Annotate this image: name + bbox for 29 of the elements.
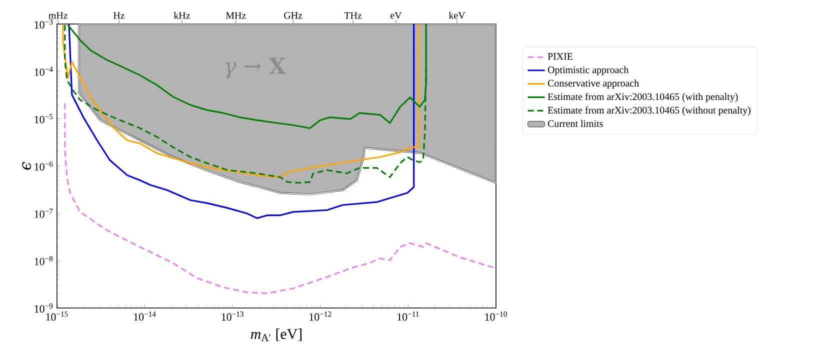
annotation: mHz xyxy=(48,12,68,19)
annotation: GHz xyxy=(284,12,302,19)
y-tick-label: 10$^{−9}$ xyxy=(34,303,53,313)
y-tick-label: 10$^{−5}$ xyxy=(34,114,53,124)
legend-label: Estimate from arXiv:2003.10465 (with penalty) xyxy=(548,92,738,102)
x-tick-label: 10$^{−14}$ xyxy=(134,312,156,321)
annotation: eV xyxy=(390,12,402,19)
legend-label: Optimistic approach xyxy=(548,66,628,76)
legend-label: Estimate from arXiv:2003.10465 (without penalty) xyxy=(548,106,750,116)
legend-label: PIXIE xyxy=(548,53,573,60)
x-tick-label: 10$^{−11}$ xyxy=(398,312,419,321)
y-tick-label: 10$^{−6}$ xyxy=(34,161,53,171)
y-tick-label: 10$^{−3}$ xyxy=(34,19,53,29)
legend-label: Conservative approach xyxy=(548,80,639,89)
x-tick-label: 10$^{−12}$ xyxy=(310,312,332,321)
y-tick-label: 10$^{−4}$ xyxy=(34,66,53,76)
x-tick-label: 10$^{−15}$ xyxy=(46,312,68,321)
x-axis-title: m$_{A′}$ [eV] xyxy=(250,328,302,342)
x-tick-label: 10$^{−13}$ xyxy=(222,312,244,321)
annotation: keV xyxy=(448,12,466,19)
annotation: THz xyxy=(344,12,362,19)
y-axis-title: ϵ xyxy=(22,162,31,170)
annotation: MHz xyxy=(226,12,246,19)
annotation: kHz xyxy=(174,12,190,19)
x-tick-label: 10$^{−10}$ xyxy=(485,312,507,321)
annotation: Hz xyxy=(113,12,124,19)
y-tick-label: 10$^{−7}$ xyxy=(34,208,53,218)
legend-label: Current limits xyxy=(548,120,603,127)
y-tick-label: 10$^{−8}$ xyxy=(34,256,53,266)
